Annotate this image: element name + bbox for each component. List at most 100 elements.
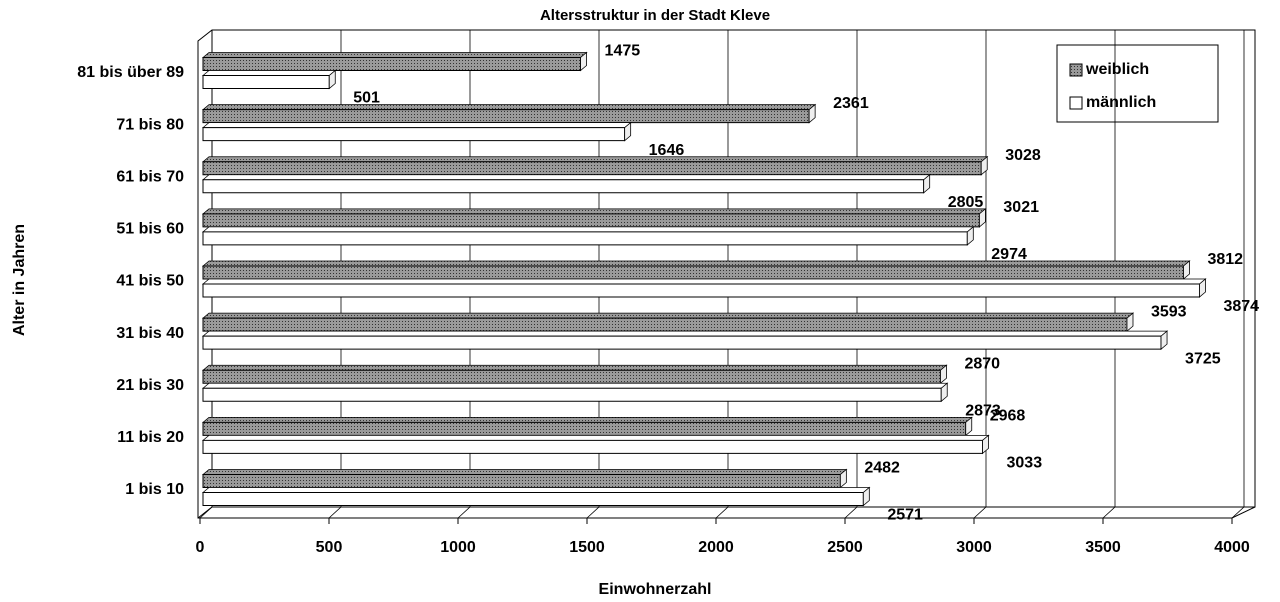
bar-top xyxy=(201,469,848,475)
bar-end xyxy=(923,173,931,194)
bar xyxy=(202,492,864,506)
bar xyxy=(202,265,1184,280)
value-label: 3593 xyxy=(1151,303,1187,320)
floor-grid-line xyxy=(1102,506,1116,519)
bar xyxy=(202,317,1128,332)
bar-end xyxy=(1199,278,1206,298)
y-tick-label: 71 bis 80 xyxy=(116,116,184,133)
value-label: 2805 xyxy=(948,194,984,211)
bar-top xyxy=(201,52,588,58)
value-label: 2870 xyxy=(964,355,1000,372)
bar-top xyxy=(201,382,949,389)
bar-top xyxy=(201,416,973,423)
bar-top xyxy=(201,104,817,111)
x-tick-label: 2000 xyxy=(698,539,734,556)
y-tick-label: 21 bis 30 xyxy=(116,377,184,394)
value-label: 2968 xyxy=(990,408,1026,425)
y-axis-label: Alter in Jahren xyxy=(11,224,28,336)
bar xyxy=(202,439,984,454)
bar-top xyxy=(201,70,337,76)
value-label: 2873 xyxy=(965,402,1001,419)
floor-grid-line xyxy=(457,506,471,519)
bar-top xyxy=(201,260,1191,267)
bar xyxy=(202,109,810,124)
bar xyxy=(202,161,982,176)
bar-top xyxy=(201,487,871,493)
bar-end xyxy=(982,434,989,455)
y-tick-label: 11 bis 20 xyxy=(117,429,184,446)
chart-title: Altersstruktur in der Stadt Kleve xyxy=(540,7,770,24)
floor-grid-line xyxy=(199,506,213,519)
y-tick-label: 51 bis 60 xyxy=(116,221,184,238)
bar xyxy=(202,57,582,71)
x-tick-label: 500 xyxy=(316,539,343,556)
y-tick-label: 31 bis 40 xyxy=(116,325,184,342)
value-label: 3725 xyxy=(1185,350,1221,367)
bar xyxy=(202,387,942,402)
bar-end xyxy=(862,486,870,507)
bar-end xyxy=(940,364,947,385)
value-label: 2482 xyxy=(864,460,900,477)
bar xyxy=(202,369,941,384)
x-tick-label: 3500 xyxy=(1085,539,1121,556)
x-tick-label: 1500 xyxy=(569,539,605,556)
bar-end xyxy=(808,103,816,124)
y-tick-label: 1 bis 10 xyxy=(125,481,184,498)
legend-label: weiblich xyxy=(1085,61,1149,78)
bar xyxy=(202,421,967,436)
bar xyxy=(202,231,968,246)
floor-grid-line xyxy=(844,506,858,519)
value-label: 2361 xyxy=(833,95,869,112)
bar-end xyxy=(979,208,986,228)
x-tick-label: 3000 xyxy=(956,539,992,556)
x-tick-label: 1000 xyxy=(440,539,476,556)
bar xyxy=(202,213,980,228)
bar xyxy=(202,127,626,142)
x-tick-label: 4000 xyxy=(1214,539,1250,556)
floor-grid-line xyxy=(328,506,342,519)
bar-top xyxy=(201,156,989,163)
bar-end xyxy=(328,69,336,90)
value-label: 1475 xyxy=(605,43,641,60)
floor-grid-line xyxy=(586,506,600,519)
value-label: 1646 xyxy=(649,142,685,159)
bar xyxy=(202,335,1162,350)
bar-top xyxy=(201,312,1135,319)
bar xyxy=(202,283,1200,298)
bar-top xyxy=(201,208,987,215)
legend-swatch xyxy=(1069,63,1083,77)
value-label: 2571 xyxy=(887,507,923,524)
bar-top xyxy=(201,364,948,371)
floor-grid-line xyxy=(973,506,987,519)
bar-top xyxy=(201,122,632,129)
bar-end xyxy=(1183,260,1190,280)
bar-end xyxy=(1126,312,1134,332)
legend-label: männlich xyxy=(1086,94,1156,111)
value-label: 501 xyxy=(353,90,380,107)
floor-grid-line xyxy=(1231,506,1245,519)
x-tick-label: 0 xyxy=(196,539,205,556)
bar-end xyxy=(940,382,948,403)
bar-top xyxy=(201,174,931,181)
y-tick-label: 81 bis über 89 xyxy=(77,64,184,81)
bar-end xyxy=(624,121,632,142)
value-label: 2974 xyxy=(991,246,1027,263)
x-axis-label: Einwohnerzahl xyxy=(599,581,712,598)
value-label: 3033 xyxy=(1007,455,1043,472)
x-tick-label: 2500 xyxy=(827,539,863,556)
bar xyxy=(202,179,925,194)
bar-end xyxy=(839,468,847,489)
bar-end xyxy=(966,226,974,246)
bar-end xyxy=(965,416,973,437)
bar-top xyxy=(201,330,1169,337)
value-label: 3874 xyxy=(1223,298,1259,315)
value-label: 3812 xyxy=(1207,251,1243,268)
legend xyxy=(1056,44,1219,123)
bar-top xyxy=(201,226,975,233)
bar xyxy=(202,75,330,89)
bar xyxy=(202,474,841,488)
bar-top xyxy=(201,278,1207,285)
bar-top xyxy=(201,434,990,441)
